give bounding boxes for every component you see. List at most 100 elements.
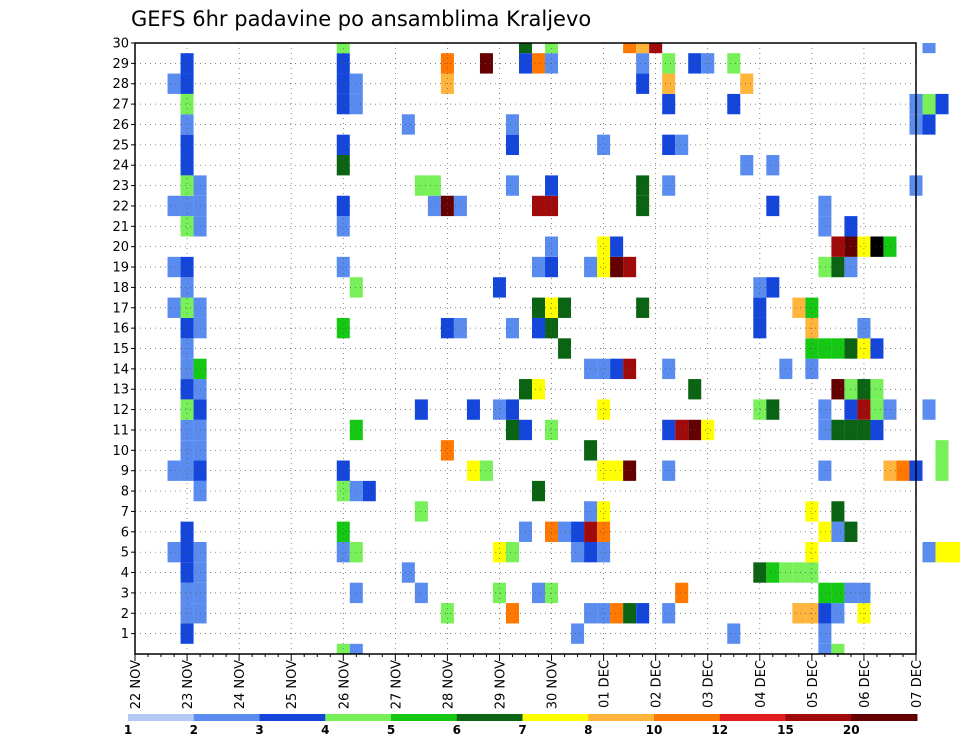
y-tick-label: 20 <box>112 240 129 255</box>
x-tick-label: 05 DEC <box>806 660 821 708</box>
y-tick-label: 17 <box>112 301 129 316</box>
legend-swatch <box>522 714 589 721</box>
heatmap-cell <box>336 460 350 481</box>
heatmap-cell <box>492 399 506 420</box>
x-tick-label: 26 NOV <box>337 660 352 709</box>
heatmap-cell <box>479 460 493 481</box>
heatmap-cell <box>349 73 363 94</box>
legend-swatch <box>654 714 721 721</box>
heatmap-cell <box>401 114 415 135</box>
legend-swatch <box>325 714 392 721</box>
heatmap-cell <box>623 460 637 481</box>
heatmap-cell <box>505 399 519 420</box>
heatmap-cell <box>336 134 350 156</box>
x-tick-label: 30 NOV <box>546 660 561 709</box>
heatmap-cell <box>623 256 637 278</box>
heatmap-cell <box>180 114 194 135</box>
y-tick-label: 19 <box>112 261 129 276</box>
heatmap-cell <box>180 256 194 278</box>
heatmap-cell <box>505 541 519 563</box>
legend-swatch <box>193 714 260 721</box>
heatmap-cell <box>180 297 194 318</box>
heatmap-cell <box>870 419 884 441</box>
heatmap-cell <box>896 460 910 481</box>
heatmap-cell <box>180 541 194 563</box>
heatmap-cell <box>180 134 194 156</box>
legend-swatch <box>588 714 655 721</box>
heatmap-cell <box>727 53 741 74</box>
heatmap-cell <box>532 53 546 74</box>
y-tick-label: 25 <box>112 138 129 153</box>
heatmap-cell <box>831 419 845 441</box>
heatmap-cell <box>766 562 780 583</box>
heatmap-cell <box>532 317 546 339</box>
heatmap-cell <box>336 521 350 542</box>
heatmap-cell <box>336 541 350 563</box>
legend-swatch <box>128 714 195 721</box>
heatmap-cell <box>662 460 676 481</box>
y-tick-label: 6 <box>121 525 129 540</box>
heatmap-cell <box>180 155 194 176</box>
heatmap-cell <box>440 195 454 217</box>
heatmap-cell <box>492 582 506 604</box>
heatmap-cell <box>935 460 949 481</box>
heatmap-cell <box>792 562 806 583</box>
heatmap-cell <box>623 358 637 380</box>
heatmap-cell <box>414 399 428 420</box>
y-tick-label: 13 <box>112 383 129 398</box>
heatmap-cell <box>505 175 519 196</box>
heatmap-cell <box>870 236 884 257</box>
y-tick-label: 24 <box>112 159 129 174</box>
heatmap-cell <box>753 399 767 420</box>
heatmap-cell <box>466 399 480 420</box>
heatmap-cell <box>597 134 611 156</box>
heatmap-cell <box>935 541 949 563</box>
y-tick-label: 15 <box>112 342 129 357</box>
heatmap-cell <box>336 480 350 502</box>
heatmap-cell <box>427 175 441 196</box>
heatmap-cell <box>818 256 832 278</box>
y-tick-label: 1 <box>121 627 129 642</box>
heatmap-cell <box>922 114 936 135</box>
heatmap-cell <box>935 440 949 461</box>
heatmap-cell <box>414 175 428 196</box>
heatmap-cell <box>336 93 350 115</box>
x-tick-label: 25 NOV <box>285 660 300 709</box>
y-tick-label: 29 <box>112 57 129 72</box>
heatmap-cell <box>545 297 559 318</box>
legend-swatch <box>391 714 458 721</box>
y-axis-ticks: 1234567891011121314151617181920212223242… <box>112 37 135 642</box>
heatmap-cell <box>558 297 572 318</box>
heatmap-cell <box>675 134 689 156</box>
heatmap-cell <box>805 501 819 522</box>
legend-label: 5 <box>387 723 395 737</box>
heatmap-cell <box>922 541 936 563</box>
heatmap-cell <box>883 460 897 481</box>
y-tick-label: 11 <box>112 423 129 438</box>
heatmap-cells <box>167 43 960 654</box>
heatmap-cell <box>545 175 559 196</box>
x-tick-label: 06 DEC <box>858 660 873 708</box>
heatmap-cell <box>597 399 611 420</box>
color-legend: 1 2 3 4 5 6 7 8 10 12 15 20 <box>124 714 918 737</box>
heatmap-cell <box>466 460 480 481</box>
x-tick-label: 27 NOV <box>389 660 404 709</box>
heatmap-cell <box>857 236 871 257</box>
heatmap-cell <box>675 419 689 441</box>
heatmap-cell <box>636 43 650 54</box>
heatmap-cell <box>571 541 585 563</box>
heatmap-cell <box>545 236 559 257</box>
y-tick-label: 8 <box>121 485 129 500</box>
heatmap-cell <box>766 277 780 298</box>
heatmap-cell <box>818 419 832 441</box>
heatmap-cell <box>180 460 194 481</box>
heatmap-cell <box>414 582 428 604</box>
x-tick-label: 04 DEC <box>754 660 769 708</box>
heatmap-cell <box>505 419 519 441</box>
y-tick-label: 28 <box>112 77 129 92</box>
heatmap-cell <box>883 399 897 420</box>
heatmap-cell <box>610 236 624 257</box>
heatmap-cell <box>818 216 832 237</box>
heatmap-cell <box>505 603 519 624</box>
heatmap-cell <box>662 175 676 196</box>
